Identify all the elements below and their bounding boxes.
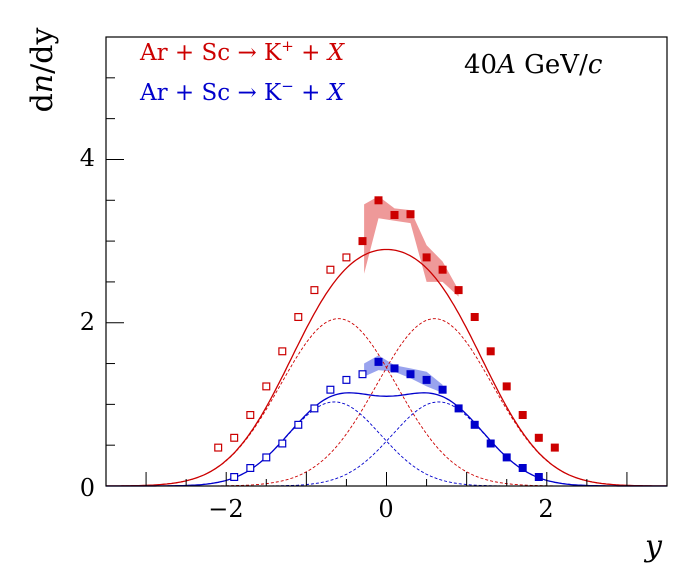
- measured-point: [502, 382, 511, 391]
- data-markers: [214, 196, 559, 482]
- y-tick-label: 2: [80, 308, 95, 336]
- component-gaussian-left: [106, 318, 667, 487]
- energy-label: 40A GeV/c: [464, 50, 603, 80]
- component-gaussian-right: [106, 318, 667, 487]
- measured-point: [454, 286, 463, 295]
- fit-curve: [106, 248, 667, 487]
- measured-point: [486, 439, 495, 448]
- x-tick-label: −2: [208, 495, 243, 523]
- reflected-point: [278, 439, 287, 448]
- measured-point: [422, 375, 431, 384]
- legend-text: X: [326, 80, 346, 106]
- y-tick-label: 0: [80, 474, 95, 502]
- legend-text: +: [294, 80, 328, 106]
- legend-text: Ar + Sc → K: [139, 80, 282, 106]
- x-tick-label: 0: [378, 495, 393, 523]
- measured-point: [406, 210, 415, 219]
- ylabel-part: /dy: [25, 28, 60, 74]
- reflected-point: [262, 453, 271, 462]
- measured-point: [470, 313, 479, 321]
- reflected-point: [358, 370, 367, 379]
- reflected-point: [230, 433, 239, 442]
- reflected-point: [294, 420, 303, 429]
- measured-point: [550, 443, 559, 452]
- reflected-point: [342, 253, 351, 262]
- fit-curves: [106, 248, 667, 487]
- reflected-point: [342, 375, 351, 384]
- measured-point: [486, 347, 495, 356]
- reflected-point: [262, 382, 271, 391]
- y-tick-label: 4: [80, 144, 95, 172]
- reflected-point: [214, 443, 223, 452]
- measured-point: [438, 265, 447, 274]
- reflected-point: [310, 404, 319, 413]
- measured-point: [534, 473, 543, 481]
- measured-point: [406, 370, 415, 379]
- x-axis-label: y: [643, 529, 663, 564]
- legend-text: +: [294, 40, 328, 66]
- measured-point: [518, 411, 527, 419]
- measured-point: [422, 253, 431, 262]
- measured-point: [534, 433, 543, 442]
- legend-charge-superscript: +: [281, 37, 294, 55]
- legend-text: X: [326, 40, 346, 66]
- measured-point: [470, 420, 479, 429]
- measured-point: [374, 357, 383, 366]
- reflected-point: [310, 286, 319, 295]
- axis-ticks: [105, 36, 668, 487]
- measured-point: [374, 196, 383, 205]
- systematic-band: [364, 196, 459, 297]
- x-tick-label: 2: [538, 495, 553, 523]
- legend-charge-superscript: −: [281, 77, 294, 95]
- fit-curve: [106, 392, 667, 487]
- energy-text: 40: [464, 50, 497, 80]
- reflected-point: [230, 473, 239, 482]
- reflected-point: [294, 313, 303, 322]
- reflected-point: [326, 385, 335, 394]
- measured-point: [390, 211, 399, 219]
- measured-point: [454, 404, 463, 413]
- measured-point: [502, 453, 511, 462]
- tick-labels: −2 0 2 0 2 4: [80, 144, 554, 523]
- reflected-point: [278, 347, 287, 356]
- reflected-point: [246, 411, 255, 420]
- energy-text: c: [588, 50, 603, 80]
- measured-point: [358, 237, 367, 246]
- ylabel-part: n: [25, 74, 60, 93]
- ylabel-part: d: [25, 93, 60, 112]
- legend-entry-kminus: Ar + Sc → K− + X: [139, 77, 346, 106]
- energy-text: GeV/: [516, 50, 588, 80]
- measured-point: [518, 464, 527, 472]
- y-axis-label: dn/dy: [25, 28, 60, 113]
- measured-point: [390, 364, 399, 373]
- energy-text: A: [495, 50, 516, 80]
- measured-point: [438, 385, 447, 394]
- reflected-point: [246, 464, 255, 473]
- legend-entry-kplus: Ar + Sc → K+ + X: [139, 37, 346, 66]
- reflected-point: [326, 265, 335, 274]
- legend-text: Ar + Sc → K: [139, 40, 282, 66]
